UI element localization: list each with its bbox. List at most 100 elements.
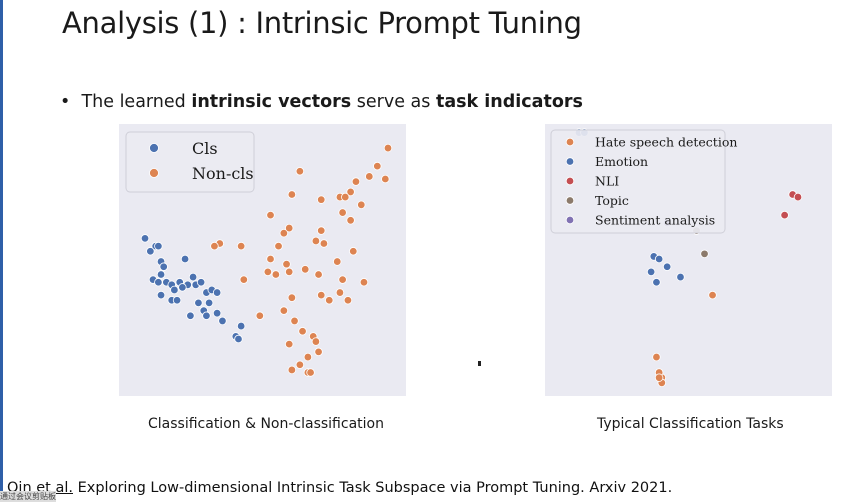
data-point-cls [202,311,211,320]
legend-label-sentiment-analysis: Sentiment analysis [595,213,715,228]
data-point-cls [234,334,243,344]
mouse-cursor-icon [478,361,481,366]
data-point-nli [793,192,803,202]
slide-title: Analysis (1) : Intrinsic Prompt Tuning [62,6,582,40]
data-point-non-cls [303,352,313,362]
legend-marker-emotion [565,157,575,166]
data-point-non-cls [317,290,326,300]
data-point-cls [156,290,166,300]
data-point-non-cls [287,190,297,199]
legend-label-emotion: Emotion [595,154,648,169]
legend-label-nli: NLI [595,174,619,189]
data-point-cls [212,308,222,318]
data-point-cls [146,247,155,256]
data-point-non-cls [346,216,355,225]
data-point-non-cls [357,200,366,210]
data-point-hate-speech-detection [708,290,717,300]
bullet-bold-intrinsic: intrinsic vectors [191,92,352,112]
scatter-plot-cls-noncls: Cls Non-cls [119,124,406,396]
data-point-cls [196,278,206,287]
data-point-cls [188,272,198,282]
data-point-non-cls [301,265,310,274]
data-point-topic [700,249,709,259]
data-point-non-cls [210,241,219,251]
legend-marker-topic [565,196,575,205]
data-point-non-cls [298,327,307,336]
data-point-non-cls [290,316,299,326]
data-point-non-cls [295,360,305,369]
legend-marker-nli [565,176,575,186]
data-point-non-cls [279,306,289,315]
data-point-non-cls [266,210,275,220]
data-point-emotion [676,272,685,282]
data-point-cls [218,316,227,326]
bullet-point: • The learned intrinsic vectors serve as… [60,92,583,112]
data-point-non-cls [266,254,275,264]
data-point-cls [154,241,163,251]
data-point-non-cls [381,174,390,184]
data-point-non-cls [325,296,334,305]
data-point-emotion [652,278,661,287]
data-point-non-cls [317,195,326,204]
scatter-plot-typical-tasks: Hate speech detection Emotion NLI Topic Sent… [545,124,832,396]
legend-marker-cls [149,143,159,153]
data-point-cls [186,311,195,320]
citation: Qin et al. Exploring Low-dimensional Int… [7,480,672,496]
data-point-emotion [662,262,672,271]
legend-label-topic: Topic [595,193,629,208]
data-point-hate-speech-detection [652,352,661,362]
data-point-cls [170,285,179,295]
legend-box [125,131,255,193]
legend-label-cls: Cls [192,139,218,158]
data-point-non-cls [311,236,321,246]
data-point-non-cls [319,239,329,248]
data-point-non-cls [311,337,321,346]
data-point-non-cls [346,187,355,197]
citation-text: Exploring Low-dimensional Intrinsic Task… [72,480,673,496]
data-point-non-cls [359,278,369,287]
data-point-cls [180,254,190,264]
data-point-non-cls [295,167,305,176]
data-point-cls [194,298,203,308]
data-point-non-cls [284,339,294,349]
caption-left: Classification & Non-classification [148,416,384,432]
bullet-dot: • [60,92,82,112]
data-point-non-cls [365,172,374,181]
meeting-watermark: 通过会议剪贴板 [0,491,56,502]
data-point-non-cls [306,368,315,377]
data-point-non-cls [343,296,353,305]
data-point-non-cls [314,347,323,357]
bullet-bold-task: task indicators [435,92,583,112]
data-point-non-cls [338,275,347,284]
data-point-cls [204,298,214,308]
legend-marker-hate-speech-detection [565,137,575,147]
data-point-non-cls [284,267,294,277]
data-point-non-cls [279,228,289,238]
bullet-text-middle: serve as [351,92,436,112]
data-point-emotion [646,267,656,277]
data-point-cls [140,234,150,243]
legend-label-hate-speech-detection: Hate speech detection [595,135,737,150]
data-point-non-cls [239,275,249,284]
data-point-cls [154,278,163,287]
data-point-non-cls [255,311,265,320]
bullet-text-prefix: The learned [81,92,192,112]
data-point-non-cls [373,161,382,171]
data-point-non-cls [263,267,273,277]
data-point-non-cls [282,259,291,269]
data-point-non-cls [349,247,358,256]
data-point-nli [780,210,789,220]
data-point-non-cls [383,143,393,153]
data-point-emotion [654,254,664,264]
data-point-non-cls [317,226,326,235]
legend-marker-sentiment-analysis [565,215,575,225]
data-point-cls [159,262,168,271]
data-point-cls [172,296,182,305]
data-point-non-cls [351,177,361,186]
legend-label-non-cls: Non-cls [192,164,254,183]
slide-left-edge [0,0,3,502]
data-point-non-cls [236,241,246,251]
data-point-cls [178,283,187,292]
data-point-non-cls [333,257,342,266]
data-point-non-cls [284,223,294,233]
